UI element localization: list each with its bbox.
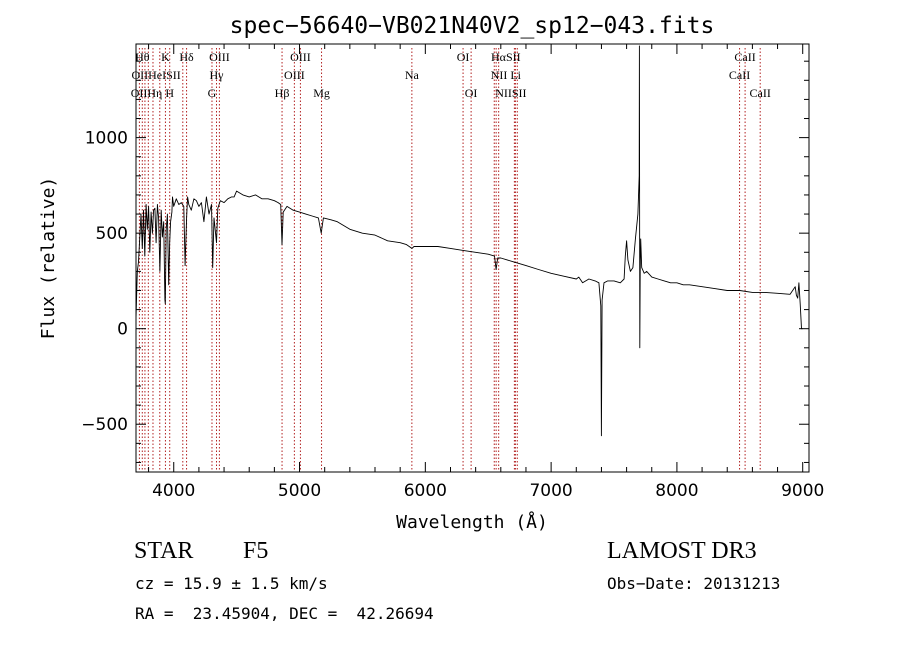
line-label-0-5: OI [457,50,470,64]
y-tick-label-3: 1000 [85,129,128,149]
line-label-0-6: HαSII [491,50,521,64]
x-tick-label-4: 8000 [655,481,698,501]
x-tick-label-5: 9000 [781,481,824,501]
line-label-2-1: G [208,86,217,100]
line-label-1-0: OIIHeISII [131,68,180,82]
line-label-2-6: CaII [750,86,771,100]
line-label-2-3: Mg [313,86,330,100]
object-class: STAR [134,538,194,564]
axis-tick-layer: 4000 5000 6000 7000 8000 9000 −500 0 500 1000 [81,44,824,501]
spectrum-layer [135,45,803,437]
line-label-0-0: Hθ [135,50,150,64]
x-axis-label: Wavelength (Å) [396,511,548,533]
line-label-0-1: K [161,50,170,64]
coordinates: RA = 23.45904, DEC = 42.26694 [135,604,434,623]
x-tick-label-0: 4000 [152,481,195,501]
spectrum-line [135,45,803,437]
line-label-0-7: CaII [734,50,755,64]
y-tick-label-1: 0 [117,320,128,340]
line-label-1-4: NII Li [491,68,522,82]
line-label-1-5: CaII [729,68,750,82]
line-label-2-4: OI [465,86,478,100]
y-axis-label: Flux (relative) [38,177,59,340]
line-label-1-1: Hγ [210,68,225,82]
line-label-0-4: OIII [290,50,311,64]
line-label-0-2: Hδ [179,50,194,64]
redshift-info: cz = 15.9 ± 1.5 km/s [135,574,328,593]
line-label-2-5: NIISII [495,86,526,100]
line-marker-layer [138,48,761,472]
line-label-0-3: OIII [209,50,230,64]
obs-date: Obs−Date: 20131213 [607,574,781,593]
line-label-2-2: Hβ [275,86,290,100]
line-label-layer: Hθ K Hδ OIII OIII OI HαSII CaII OIIHeISII Hγ OIII N… [131,50,771,100]
x-tick-label-2: 6000 [404,481,447,501]
plot-frame [135,43,810,473]
line-label-1-3: Na [405,68,420,82]
line-label-1-2: OIII [284,68,305,82]
x-tick-label-3: 7000 [529,481,572,501]
chart-title: spec−56640−VB021N40V2_sp12−043.fits [230,13,715,39]
object-subclass: F5 [243,538,269,564]
y-tick-label-2: 500 [96,224,128,244]
y-tick-label-0: −500 [81,415,128,435]
survey-name: LAMOST DR3 [607,538,757,564]
line-label-2-0: OIIHη H [131,86,175,100]
x-tick-label-1: 5000 [278,481,321,501]
